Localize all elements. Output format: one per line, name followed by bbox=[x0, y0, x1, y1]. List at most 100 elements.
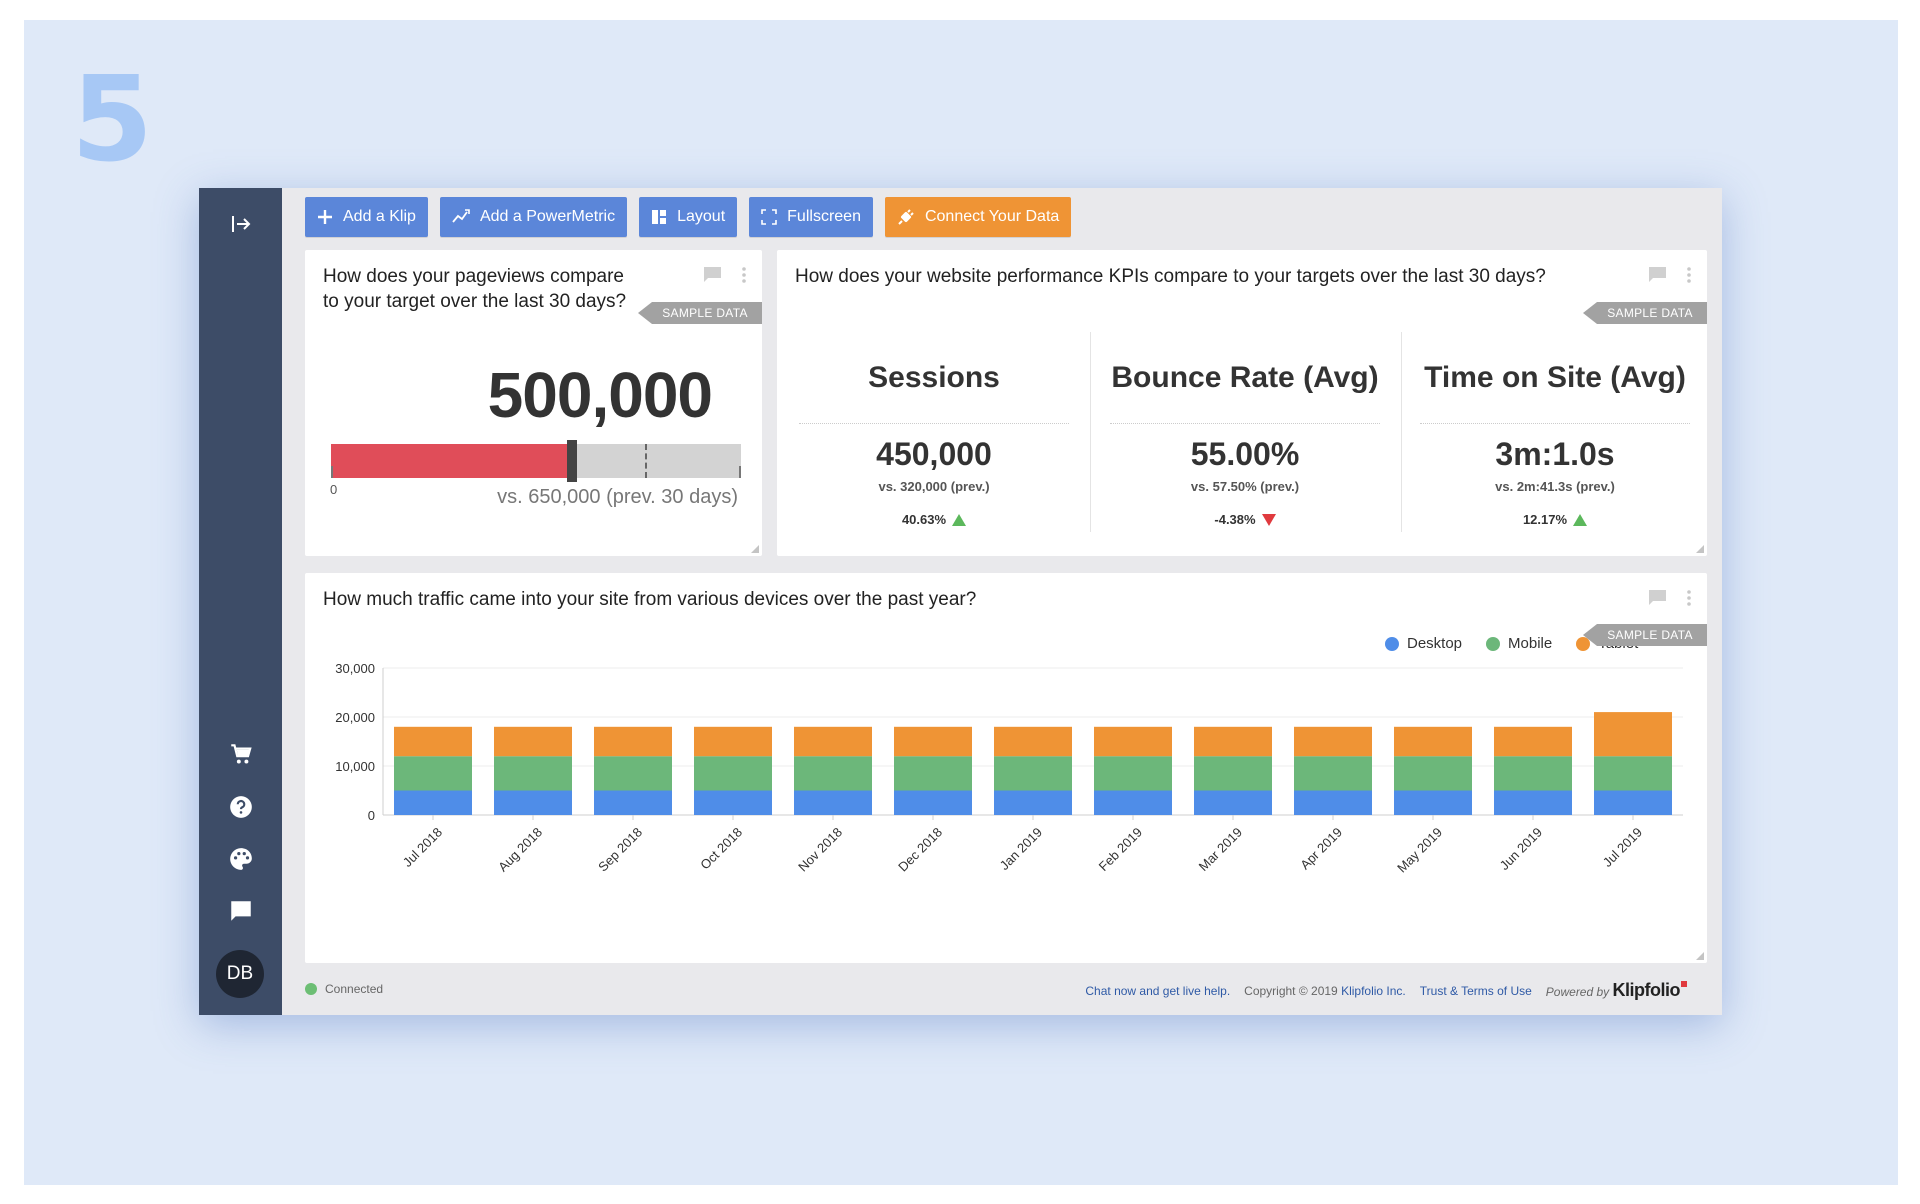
stacked-bar-chart: 0 10,000 20,000 30,000 Jul 2018 Aug 2018 Sep 2… bbox=[335, 661, 1683, 876]
kpi-change-value: 12.17% bbox=[1522, 512, 1568, 527]
y-tick-label: 20,000 bbox=[335, 710, 375, 725]
layout-icon bbox=[652, 210, 667, 224]
add-klip-button[interactable]: Add a Klip bbox=[305, 197, 428, 237]
legend-item-desktop[interactable]: Desktop bbox=[1385, 635, 1462, 652]
bar-segment-desktop bbox=[1294, 790, 1372, 815]
plus-icon bbox=[318, 210, 332, 224]
palette-icon[interactable] bbox=[221, 839, 261, 879]
add-powermetric-button[interactable]: Add a PowerMetric bbox=[439, 197, 628, 237]
gauge-compare-label: vs. 650,000 (prev. 30 days) bbox=[497, 486, 738, 508]
bar-segment-desktop bbox=[1094, 790, 1172, 815]
panel-title: How much traffic came into your site fro… bbox=[323, 589, 977, 610]
chat-link[interactable]: Chat now and get live help. bbox=[1085, 983, 1231, 998]
kpi-name: Bounce Rate (Avg) bbox=[1110, 332, 1380, 424]
kpi-prev: vs. 2m:41.3s (prev.) bbox=[1495, 479, 1615, 494]
more-options-icon[interactable] bbox=[1687, 589, 1691, 607]
layout-button[interactable]: Layout bbox=[639, 197, 738, 237]
resize-handle[interactable] bbox=[1696, 545, 1704, 553]
x-tick-label: Jul 2019 bbox=[1600, 825, 1645, 870]
bar-segment-tablet bbox=[1394, 726, 1472, 757]
x-tick-label: Jul 2018 bbox=[400, 825, 445, 870]
panel-title: How does your pageviews compare to your … bbox=[323, 266, 627, 312]
bar-segment-desktop bbox=[1494, 790, 1572, 815]
comment-icon[interactable] bbox=[1647, 589, 1667, 607]
help-icon[interactable] bbox=[221, 787, 261, 827]
y-tick-label: 30,000 bbox=[335, 661, 375, 676]
legend-label: Desktop bbox=[1407, 635, 1463, 652]
y-tick-label: 10,000 bbox=[335, 759, 375, 774]
kpi-change: -4.38% bbox=[1110, 512, 1380, 527]
bar-segment-mobile bbox=[1194, 756, 1272, 791]
legend-dot bbox=[1576, 636, 1591, 651]
x-tick-label: Oct 2018 bbox=[697, 825, 745, 873]
footer-links: Chat now and get live help. Copyright © … bbox=[1085, 980, 1687, 1001]
brand-name: Klipfolio bbox=[1612, 980, 1681, 1000]
kpi-change: 40.63% bbox=[799, 512, 1069, 527]
more-options-icon[interactable] bbox=[742, 266, 746, 284]
bar-segment-tablet bbox=[394, 726, 472, 757]
fullscreen-button[interactable]: Fullscreen bbox=[749, 197, 873, 237]
gauge-fill bbox=[331, 444, 573, 478]
x-tick-label: Jan 2019 bbox=[997, 825, 1045, 873]
x-tick-label: Mar 2019 bbox=[1196, 825, 1245, 874]
kpi-name: Time on Site (Avg) bbox=[1420, 332, 1690, 424]
gauge-zero-label: 0 bbox=[330, 482, 338, 497]
terms-link[interactable]: Trust & Terms of Use bbox=[1419, 983, 1532, 998]
kpi-panel: How does your website performance KPIs c… bbox=[777, 250, 1707, 556]
kpi-divider bbox=[1401, 332, 1402, 532]
step-number: 5 bbox=[71, 50, 154, 188]
kpi-sessions: Sessions 450,000 vs. 320,000 (prev.) 40.… bbox=[799, 332, 1069, 527]
x-tick-label: Sep 2018 bbox=[595, 825, 645, 875]
add-klip-label: Add a Klip bbox=[343, 208, 416, 225]
pageviews-value: 500,000 bbox=[487, 359, 713, 431]
bar-segment-mobile bbox=[494, 756, 572, 791]
bar-segment-mobile bbox=[394, 756, 472, 791]
bar-segment-tablet bbox=[994, 726, 1072, 757]
layout-label: Layout bbox=[677, 208, 726, 225]
resize-handle[interactable] bbox=[751, 545, 759, 553]
brand-logo[interactable]: Klipfolio bbox=[1613, 980, 1687, 1001]
bar-segment-tablet bbox=[1494, 726, 1572, 757]
collapse-sidebar-icon[interactable] bbox=[221, 204, 261, 244]
comment-icon[interactable] bbox=[1647, 266, 1667, 284]
resize-handle[interactable] bbox=[1696, 952, 1704, 960]
kpi-change: 12.17% bbox=[1420, 512, 1690, 527]
kpi-bounce-rate: Bounce Rate (Avg) 55.00% vs. 57.50% (pre… bbox=[1110, 332, 1380, 527]
arrow-down-icon bbox=[1261, 513, 1276, 526]
comment-icon[interactable] bbox=[702, 266, 722, 284]
x-tick-label: Jun 2019 bbox=[1497, 825, 1545, 873]
x-tick-label: May 2019 bbox=[1394, 825, 1445, 876]
bar-segment-mobile bbox=[594, 756, 672, 791]
legend-dot bbox=[1385, 636, 1399, 651]
bar-segment-desktop bbox=[594, 790, 672, 815]
cart-icon[interactable] bbox=[221, 734, 261, 774]
connect-data-button[interactable]: Connect Your Data bbox=[884, 197, 1072, 237]
gauge-target-line bbox=[644, 444, 647, 478]
trend-icon bbox=[452, 209, 470, 223]
connect-data-label: Connect Your Data bbox=[924, 208, 1060, 225]
sidebar: DB bbox=[199, 188, 282, 1015]
dashboard-window: DB Add a Klip Add a PowerMetric Layout F… bbox=[199, 188, 1722, 1015]
company-link[interactable]: Klipfolio Inc. bbox=[1341, 983, 1406, 998]
legend-item-mobile[interactable]: Mobile bbox=[1486, 635, 1552, 652]
kpi-time-on-site: Time on Site (Avg) 3m:1.0s vs. 2m:41.3s … bbox=[1420, 332, 1690, 527]
bar-segment-tablet bbox=[594, 726, 672, 757]
bar-segment-desktop bbox=[494, 790, 572, 815]
x-tick-label: Dec 2018 bbox=[895, 825, 945, 875]
copyright-text: Copyright © 2019 bbox=[1244, 983, 1338, 998]
chat-icon[interactable] bbox=[221, 891, 261, 931]
bar-segment-desktop bbox=[994, 790, 1072, 815]
more-options-icon[interactable] bbox=[1687, 266, 1691, 284]
add-powermetric-label: Add a PowerMetric bbox=[479, 208, 616, 225]
bar-segment-mobile bbox=[1294, 756, 1372, 791]
copyright: Copyright © 2019 Klipfolio Inc. bbox=[1244, 984, 1406, 998]
kpi-value: 55.00% bbox=[1190, 436, 1300, 472]
avatar[interactable]: DB bbox=[216, 950, 264, 998]
powered-by: Powered by Klipfolio bbox=[1546, 980, 1687, 1001]
arrow-up-icon bbox=[1573, 513, 1588, 526]
kpi-value: 450,000 bbox=[876, 436, 992, 472]
bar-segment-tablet bbox=[694, 726, 772, 757]
kpi-value: 3m:1.0s bbox=[1495, 436, 1615, 472]
footer: Connected Chat now and get live help. Co… bbox=[305, 976, 1707, 1000]
fullscreen-label: Fullscreen bbox=[787, 208, 861, 225]
